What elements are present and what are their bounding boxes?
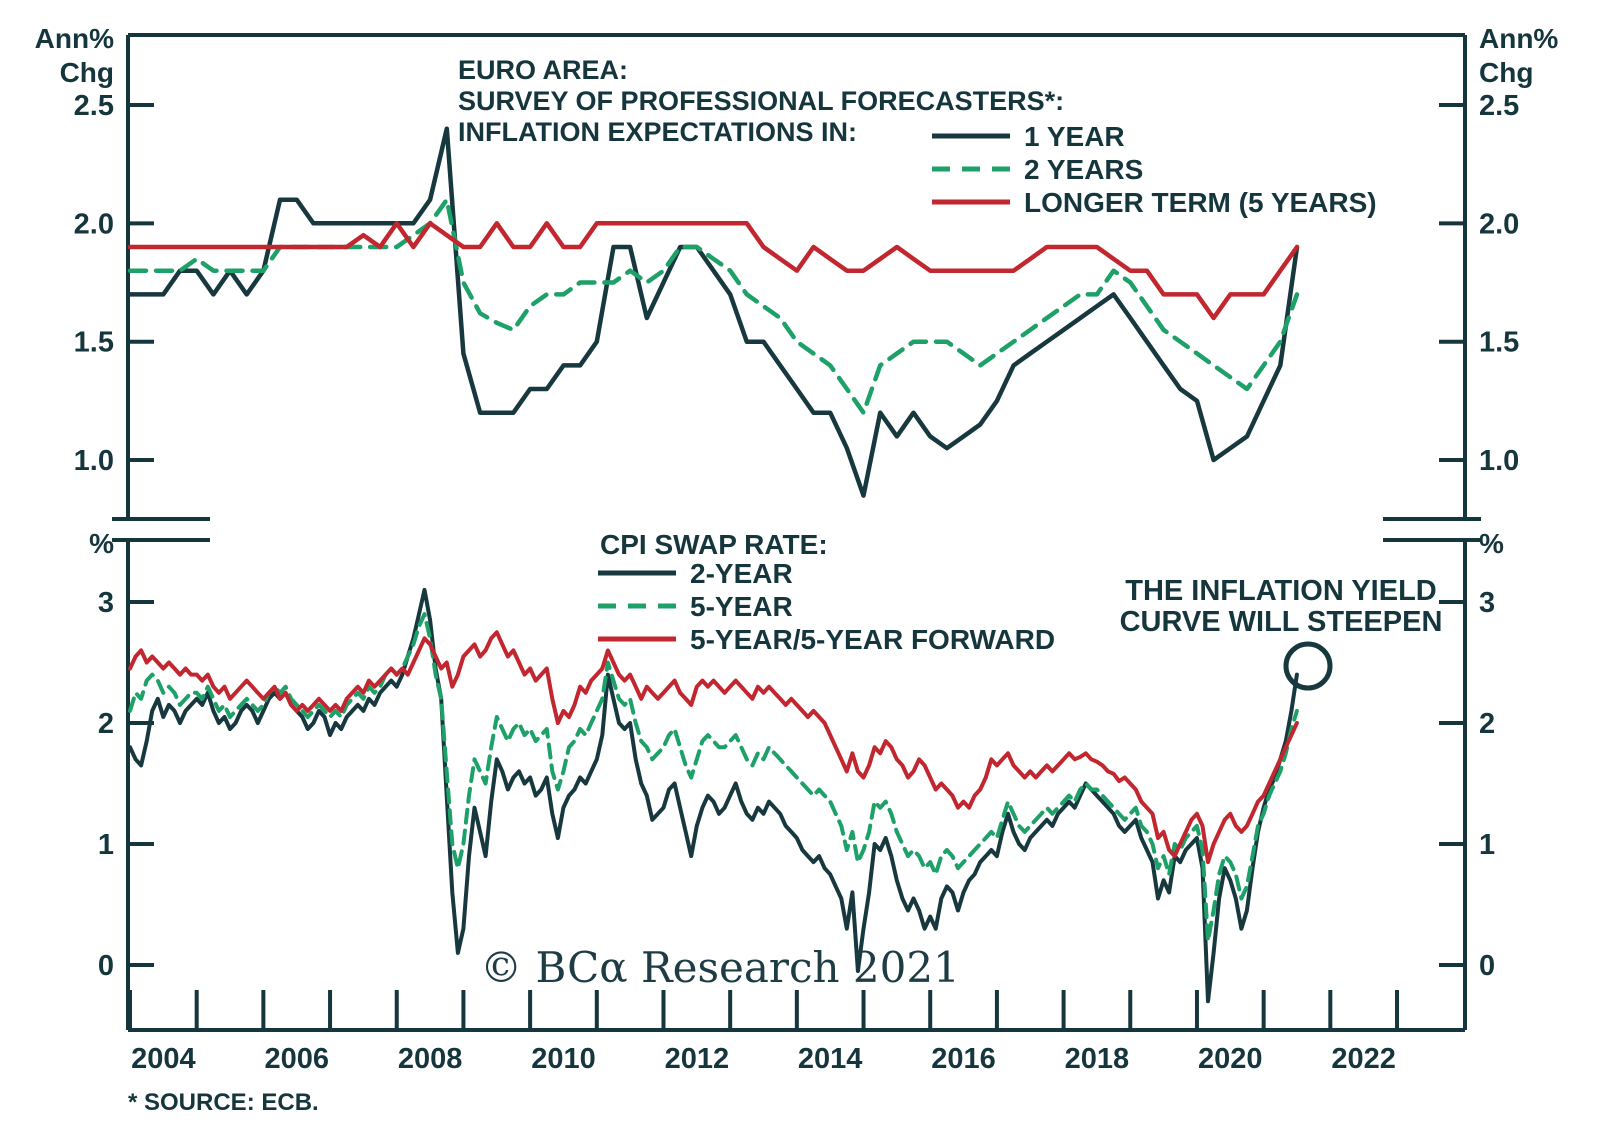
y-tick-label-right: 1	[1479, 829, 1495, 861]
endpoint-highlight-circle	[1283, 641, 1333, 691]
y-unit-top-right-2: Chg	[1479, 57, 1533, 88]
y-unit-top-left-1: Ann%	[35, 23, 114, 54]
y-tick-label-left: 2.5	[74, 90, 114, 122]
x-tick-label: 2018	[1065, 1043, 1130, 1075]
top-panel-series	[127, 126, 1300, 498]
y-tick-label-left: 0	[98, 950, 114, 982]
axis-ticks: 2.5 2.5 2.0 2.0 1.5 1.5 1.0 1.0 3 3 2 2 1 1 0 0 2004 2006…	[74, 90, 1520, 1075]
x-tick-label: 2022	[1331, 1043, 1396, 1075]
legend-label-longer-term: LONGER TERM (5 YEARS)	[1024, 187, 1377, 218]
x-tick-label: 2016	[931, 1043, 996, 1075]
annotation-line-1: THE INFLATION YIELD	[1125, 575, 1436, 607]
y-tick-label-left: 2	[98, 708, 114, 740]
watermark: © BCα Research 2021	[480, 943, 960, 992]
x-tick-label: 2014	[798, 1043, 863, 1075]
y-tick-label-right: 1.5	[1479, 327, 1519, 359]
y-tick-label-right: 0	[1479, 950, 1495, 982]
legend-bottom: 2-YEAR 5-YEAR 5-YEAR/5-YEAR FORWARD	[598, 558, 1055, 655]
legend-label-1-year: 1 YEAR	[1024, 121, 1125, 152]
legend-label-5y5y-forward: 5-YEAR/5-YEAR FORWARD	[690, 624, 1055, 655]
y-tick-label-left: 1.5	[74, 327, 114, 359]
y-tick-label-right: 2.5	[1479, 90, 1519, 122]
swap-2-year-line	[128, 587, 1299, 1004]
legend-bottom-title: CPI SWAP RATE:	[600, 529, 828, 560]
legend-label-5-year-swap: 5-YEAR	[690, 591, 793, 622]
footnote: * SOURCE: ECB.	[128, 1089, 319, 1116]
y-unit-bottom-left: %	[89, 528, 114, 559]
y-unit-top-left-2: Chg	[60, 57, 114, 88]
y-tick-label-right: 2.0	[1479, 208, 1519, 240]
y-tick-label-right: 1.0	[1479, 445, 1519, 477]
chart-title-line-3: INFLATION EXPECTATIONS IN:	[458, 117, 857, 147]
y-tick-label-left: 1	[98, 829, 114, 861]
x-tick-label: 2010	[531, 1043, 596, 1075]
y-tick-label-right: 2	[1479, 708, 1495, 740]
annotation-line-2: CURVE WILL STEEPEN	[1120, 606, 1443, 638]
x-tick-label: 2008	[398, 1043, 463, 1075]
spf-longer-term-5-years--line	[127, 221, 1300, 321]
legend-label-2-years: 2 YEARS	[1024, 154, 1143, 185]
swap-5-year-line	[128, 612, 1299, 943]
swap-5-year-5-year-forward-line	[128, 630, 1299, 865]
spf-1-year-line	[127, 126, 1300, 498]
y-tick-label-left: 2.0	[74, 208, 114, 240]
chart-title-line-2: SURVEY OF PROFESSIONAL FORECASTERS*:	[458, 86, 1064, 116]
legend-label-2-year-swap: 2-YEAR	[690, 558, 793, 589]
x-tick-label: 2020	[1198, 1043, 1263, 1075]
x-tick-label: 2004	[131, 1043, 196, 1075]
y-unit-bottom-right: %	[1479, 528, 1504, 559]
x-tick-label: 2006	[264, 1043, 329, 1075]
y-tick-label-right: 3	[1479, 587, 1495, 619]
x-tick-label: 2012	[665, 1043, 730, 1075]
y-tick-label-left: 1.0	[74, 445, 114, 477]
bottom-panel-series	[128, 587, 1299, 1004]
legend-top: 1 YEAR 2 YEARS LONGER TERM (5 YEARS)	[932, 121, 1377, 218]
chart-title-line-1: EURO AREA:	[458, 55, 628, 85]
y-tick-label-left: 3	[98, 587, 114, 619]
y-unit-top-right-1: Ann%	[1479, 23, 1558, 54]
